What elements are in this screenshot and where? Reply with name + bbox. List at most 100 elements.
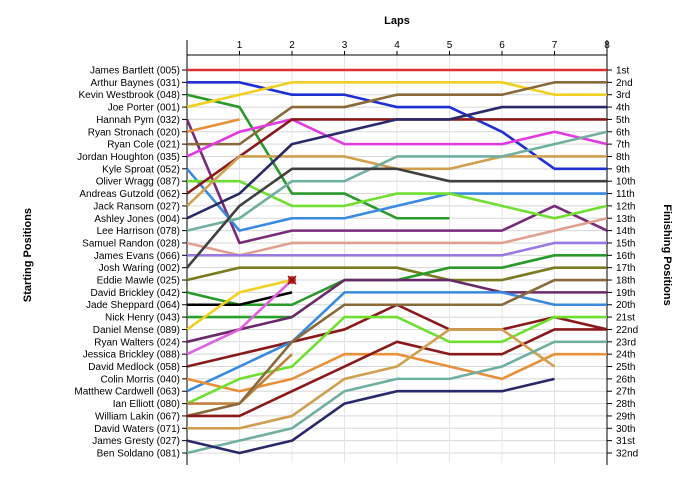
finishing-label: 4th xyxy=(616,103,630,114)
driver-label: James Gresty (027) xyxy=(92,436,180,447)
finishing-label: 5th xyxy=(616,115,630,126)
finishing-label: 27th xyxy=(616,387,635,398)
finishing-label: 12th xyxy=(616,201,635,212)
series-line xyxy=(187,179,608,220)
y-axis-title-right: Finishing Positions xyxy=(661,204,673,305)
series-line xyxy=(186,167,607,269)
finishing-label: 24th xyxy=(616,350,635,361)
finishing-label: 7th xyxy=(616,140,630,151)
driver-label: Josh Waring (002) xyxy=(99,263,180,274)
series-line xyxy=(186,340,607,455)
series-group xyxy=(185,68,608,455)
finishing-label: 11th xyxy=(616,189,635,200)
driver-label: James Evans (066) xyxy=(94,251,180,262)
finishing-label: 32nd xyxy=(616,449,638,460)
finishing-label: 19th xyxy=(616,288,635,299)
driver-label: Ryan Stronach (020) xyxy=(88,127,180,138)
driver-label: Daniel Mense (089) xyxy=(93,325,180,336)
series-line xyxy=(187,241,607,257)
driver-label: Ryan Walters (024) xyxy=(94,337,180,348)
y-axis-title-left: Starting Positions xyxy=(22,208,34,302)
driver-label: Jack Ransom (027) xyxy=(93,201,180,212)
x-tick-label: 2 xyxy=(289,40,295,51)
driver-label: Colin Morris (040) xyxy=(101,374,180,385)
driver-label: Ben Soldano (081) xyxy=(97,449,180,460)
driver-label: Nick Henry (043) xyxy=(105,313,180,324)
series-line xyxy=(187,328,607,418)
series-line xyxy=(186,278,293,331)
finishing-label: 18th xyxy=(616,276,635,287)
marker-cross xyxy=(287,275,297,285)
x-tick-label: 8 xyxy=(604,40,610,51)
driver-label: Hannah Pym (032) xyxy=(96,115,180,126)
finishing-label: 10th xyxy=(616,177,635,188)
driver-label: Kyle Sproat (052) xyxy=(102,164,180,175)
series-line xyxy=(186,266,607,282)
series-line xyxy=(186,105,607,220)
driver-label: Matthew Cardwell (063) xyxy=(74,387,180,398)
x-tick-label: 3 xyxy=(342,40,348,51)
series-line xyxy=(186,216,608,257)
finishing-label: 26th xyxy=(616,374,635,385)
series-line xyxy=(186,167,607,232)
series-line xyxy=(187,81,607,146)
driver-label: Eddie Mawle (025) xyxy=(97,276,180,287)
driver-label: David Brickley (042) xyxy=(91,288,180,299)
driver-label: Andreas Gutzold (062) xyxy=(79,189,180,200)
finishing-label: 3rd xyxy=(616,90,630,101)
x-tick-label: 7 xyxy=(552,40,558,51)
finishing-label: 28th xyxy=(616,399,635,410)
series-line xyxy=(186,118,240,134)
finishing-label: 30th xyxy=(616,424,635,435)
finishing-label: 8th xyxy=(616,152,630,163)
series-line xyxy=(186,279,293,356)
driver-label: David Medlock (058) xyxy=(88,362,180,373)
x-tick-label: 4 xyxy=(394,40,400,51)
finishing-label: 6th xyxy=(616,127,630,138)
driver-label: David Waters (071) xyxy=(94,424,180,435)
axis-title: Laps xyxy=(384,15,410,27)
series-line xyxy=(187,328,556,430)
series-line xyxy=(186,377,555,455)
finishing-label: 2nd xyxy=(616,78,633,89)
x-tick-label: 6 xyxy=(499,40,505,51)
series-line xyxy=(186,93,450,220)
finishing-label: 25th xyxy=(616,362,635,373)
finishing-label: 16th xyxy=(616,251,635,262)
driver-label: William Lakin (067) xyxy=(95,411,180,422)
finishing-label: 29th xyxy=(616,411,635,422)
finishing-label: 17th xyxy=(616,263,635,274)
finishing-label: 9th xyxy=(616,164,630,175)
x-tick-label: 1 xyxy=(237,40,243,51)
driver-label: Samuel Randon (028) xyxy=(82,238,180,249)
finishing-label: 1st xyxy=(616,66,630,77)
finishing-label: 22nd xyxy=(616,325,638,336)
series-line xyxy=(186,278,607,344)
driver-label: Lee Harrison (078) xyxy=(97,226,180,237)
driver-label: Jordan Houghton (035) xyxy=(77,152,180,163)
retirement-marker xyxy=(287,275,297,285)
series-line xyxy=(186,291,607,393)
driver-label: Oliver Wragg (087) xyxy=(96,177,180,188)
driver-label: Ryan Cole (021) xyxy=(107,140,180,151)
driver-label: Arthur Baynes (031) xyxy=(91,78,181,89)
driver-label: Ashley Jones (004) xyxy=(94,214,180,225)
driver-label: Kevin Westbrook (048) xyxy=(78,90,180,101)
driver-label: Joe Porter (001) xyxy=(108,103,180,114)
finishing-label: 14th xyxy=(616,226,635,237)
finishing-label: 31st xyxy=(616,436,635,447)
series-line xyxy=(186,315,607,405)
series-line xyxy=(186,118,608,158)
series-line xyxy=(186,130,608,232)
finishing-label: 21st xyxy=(616,313,635,324)
finishing-label: 20th xyxy=(616,300,635,311)
driver-label: Jessica Brickley (088) xyxy=(83,350,180,361)
finishing-label: 23rd xyxy=(616,337,636,348)
series-line xyxy=(186,81,607,109)
driver-label: James Bartlett (005) xyxy=(90,66,180,77)
series-line xyxy=(186,278,607,418)
x-tick-label: 5 xyxy=(447,40,453,51)
driver-label: Jade Sheppard (064) xyxy=(86,300,180,311)
